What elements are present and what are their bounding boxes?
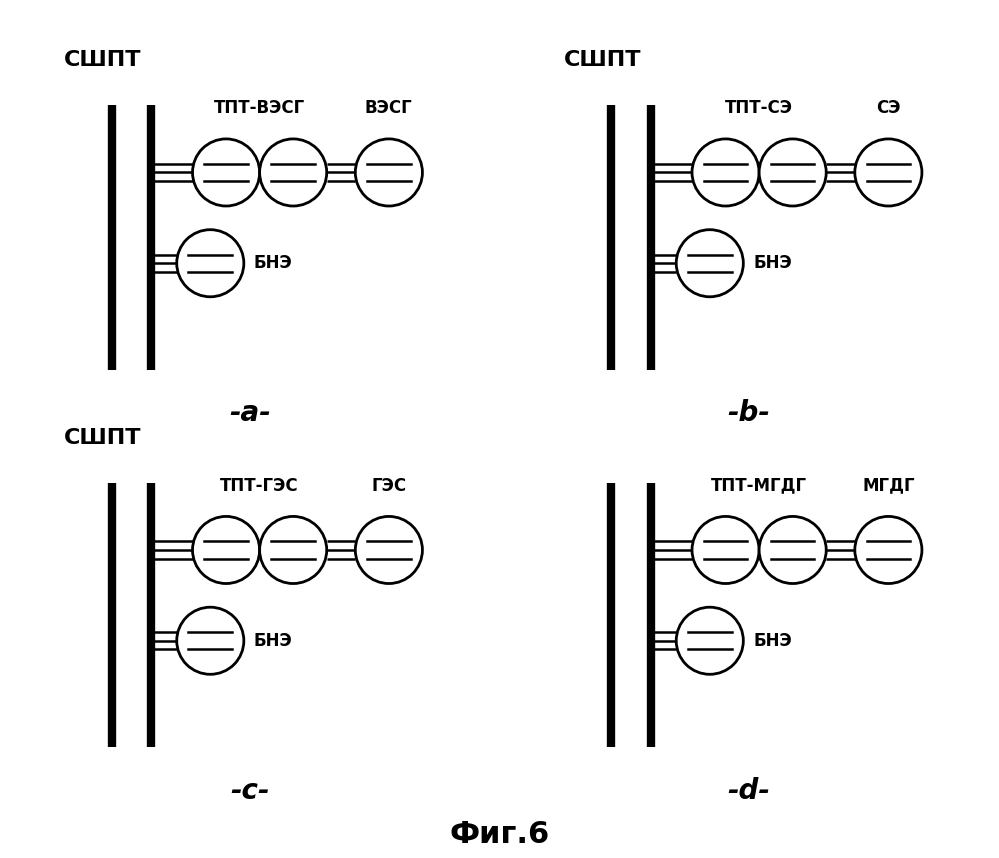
Text: -c-: -c- — [230, 776, 270, 805]
Text: ВЭСГ: ВЭСГ — [365, 100, 413, 118]
Text: СЭ: СЭ — [876, 100, 901, 118]
Text: -d-: -d- — [728, 776, 770, 805]
Circle shape — [356, 517, 423, 583]
Text: -a-: -a- — [229, 399, 271, 427]
Circle shape — [193, 139, 260, 206]
Text: СШПТ: СШПТ — [64, 50, 142, 70]
Circle shape — [855, 517, 922, 583]
Circle shape — [260, 517, 327, 583]
Text: ТПТ-СЭ: ТПТ-СЭ — [725, 100, 793, 118]
Circle shape — [193, 517, 260, 583]
Text: ТПТ-ВЭСГ: ТПТ-ВЭСГ — [214, 100, 306, 118]
Text: БНЭ: БНЭ — [254, 631, 293, 650]
Circle shape — [692, 139, 759, 206]
Text: БНЭ: БНЭ — [254, 254, 293, 272]
Circle shape — [260, 139, 327, 206]
Circle shape — [676, 230, 743, 297]
Circle shape — [759, 517, 826, 583]
Circle shape — [759, 139, 826, 206]
Text: Фиг.6: Фиг.6 — [450, 820, 549, 849]
Text: БНЭ: БНЭ — [753, 631, 792, 650]
Text: БНЭ: БНЭ — [753, 254, 792, 272]
Circle shape — [177, 607, 244, 674]
Text: СШПТ: СШПТ — [563, 50, 641, 70]
Circle shape — [356, 139, 423, 206]
Circle shape — [855, 139, 922, 206]
Text: СШПТ: СШПТ — [64, 427, 142, 448]
Text: ГЭС: ГЭС — [372, 477, 407, 495]
Text: -b-: -b- — [728, 399, 770, 427]
Text: ТПТ-ГЭС: ТПТ-ГЭС — [221, 477, 299, 495]
Circle shape — [676, 607, 743, 674]
Text: МГДГ: МГДГ — [862, 477, 915, 495]
Text: ТПТ-МГДГ: ТПТ-МГДГ — [711, 477, 807, 495]
Circle shape — [177, 230, 244, 297]
Circle shape — [692, 517, 759, 583]
